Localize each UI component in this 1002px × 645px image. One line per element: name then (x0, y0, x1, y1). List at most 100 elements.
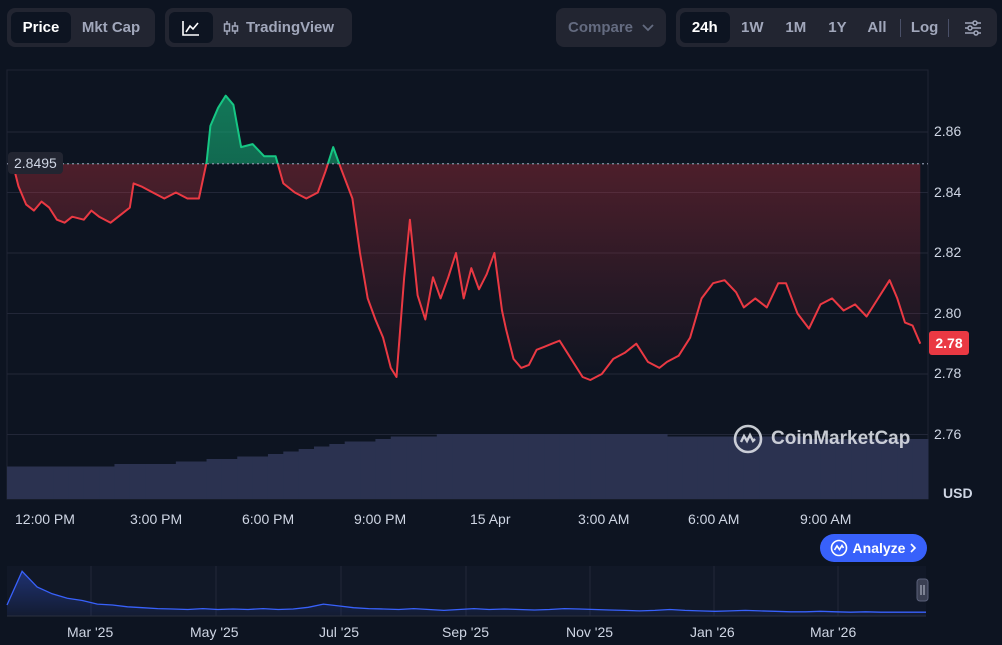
price-mktcap-toggle: Price Mkt Cap (7, 8, 155, 47)
volume-bar (237, 456, 254, 499)
volume-bar (866, 439, 883, 499)
coinmarketcap-logo-icon (733, 424, 763, 454)
volume-bar (314, 446, 330, 499)
divider (899, 18, 901, 37)
x-tick-label: 12:00 PM (15, 511, 75, 527)
volume-bar (605, 434, 622, 499)
navigator-tick-label: Mar '25 (67, 624, 114, 640)
current-price-badge: 2.78 (929, 331, 969, 355)
volume-bar (129, 464, 146, 499)
x-tick-label: 9:00 AM (800, 511, 852, 527)
analyze-label: Analyze (852, 540, 906, 556)
volume-bar (590, 434, 607, 499)
volume-bar (667, 436, 683, 499)
open-price-label: 2.8495 (8, 152, 63, 174)
volume-bar (651, 434, 668, 499)
analyze-button[interactable]: Analyze (820, 534, 927, 562)
tradingview-button[interactable]: TradingView (213, 12, 343, 43)
navigator-tick-label: Nov '25 (566, 624, 614, 640)
navigator-tick-label: Jul '25 (319, 624, 360, 640)
tab-mkt-cap[interactable]: Mkt Cap (81, 19, 141, 36)
coinmarketcap-watermark: CoinMarketCap (733, 424, 910, 454)
volume-bar (759, 436, 775, 499)
range-all[interactable]: All (867, 19, 887, 36)
volume-bar (682, 436, 699, 499)
area-below-open (14, 164, 921, 380)
volume-bar (697, 436, 714, 499)
range-24h[interactable]: 24h (680, 12, 730, 43)
volume-bar (881, 439, 898, 499)
volume-bar (820, 439, 837, 499)
currency-label: USD (943, 485, 973, 501)
navigator-handle[interactable] (916, 578, 929, 602)
volume-bar (421, 436, 438, 499)
tradingview-label: TradingView (245, 19, 335, 36)
volume-bar (283, 451, 300, 499)
y-tick-label: 2.80 (934, 304, 962, 321)
price-line-down (13, 164, 922, 381)
watermark-text: CoinMarketCap (771, 428, 911, 449)
x-tick-label: 3:00 AM (578, 511, 630, 527)
navigator-tick-label: Jan '26 (690, 624, 735, 640)
volume-bar (360, 441, 376, 499)
chart-type-toggle: TradingView (165, 8, 352, 47)
sliders-icon (965, 19, 982, 36)
volume-bars (7, 434, 929, 499)
volume-bar (145, 464, 161, 499)
volume-bar (252, 456, 269, 499)
compare-dropdown[interactable]: Compare (556, 8, 666, 47)
volume-bar (774, 436, 791, 499)
volume-bar (544, 434, 561, 499)
line-chart-icon (182, 20, 199, 36)
range-1m[interactable]: 1M (785, 19, 807, 36)
candlestick-icon (223, 20, 239, 35)
volume-bar (114, 464, 131, 499)
volume-bar (574, 434, 591, 499)
ai-sparkle-icon (830, 539, 847, 557)
volume-bar (298, 449, 315, 499)
volume-bar (68, 466, 85, 499)
range-navigator[interactable] (6, 566, 929, 617)
chevron-down-icon (642, 23, 654, 31)
navigator-area (7, 571, 926, 616)
volume-bar (835, 439, 852, 499)
compare-label: Compare (568, 19, 634, 36)
volume-bar (482, 434, 499, 499)
navigator-line (6, 570, 926, 613)
time-range-selector: 24h 1W 1M 1Y All Log (676, 8, 997, 47)
volume-bar (789, 436, 806, 499)
volume-bar (528, 434, 545, 499)
range-1w[interactable]: 1W (741, 19, 764, 36)
tab-price[interactable]: Price (11, 12, 71, 43)
y-tick-label: 2.76 (934, 425, 962, 442)
volume-bar (467, 434, 484, 499)
volume-bar (728, 436, 745, 499)
x-tick-label: 15 Apr (470, 511, 511, 527)
x-tick-label: 6:00 AM (688, 511, 740, 527)
x-tick-label: 6:00 PM (242, 511, 295, 527)
log-scale-button[interactable]: Log (910, 19, 939, 36)
volume-bar (99, 466, 115, 499)
volume-bar (53, 466, 69, 499)
volume-bar (851, 439, 868, 499)
chevron-right-icon (910, 543, 917, 553)
volume-bar (452, 434, 468, 499)
y-tick-label: 2.84 (934, 183, 962, 200)
volume-bar (636, 434, 653, 499)
volume-bar (37, 466, 54, 499)
settings-button[interactable] (953, 12, 993, 43)
volume-bar (436, 434, 453, 499)
volume-bar (7, 466, 23, 499)
volume-bar (559, 434, 576, 499)
x-tick-label: 9:00 PM (354, 511, 407, 527)
range-1y[interactable]: 1Y (828, 19, 847, 36)
volume-bar (267, 454, 284, 499)
line-chart-button[interactable] (169, 12, 213, 43)
volume-bar (83, 466, 100, 499)
volume-bar (713, 436, 729, 499)
divider (948, 18, 950, 37)
volume-bar (191, 461, 208, 499)
navigator-tick-label: Sep '25 (442, 624, 490, 640)
volume-bar (329, 444, 346, 499)
